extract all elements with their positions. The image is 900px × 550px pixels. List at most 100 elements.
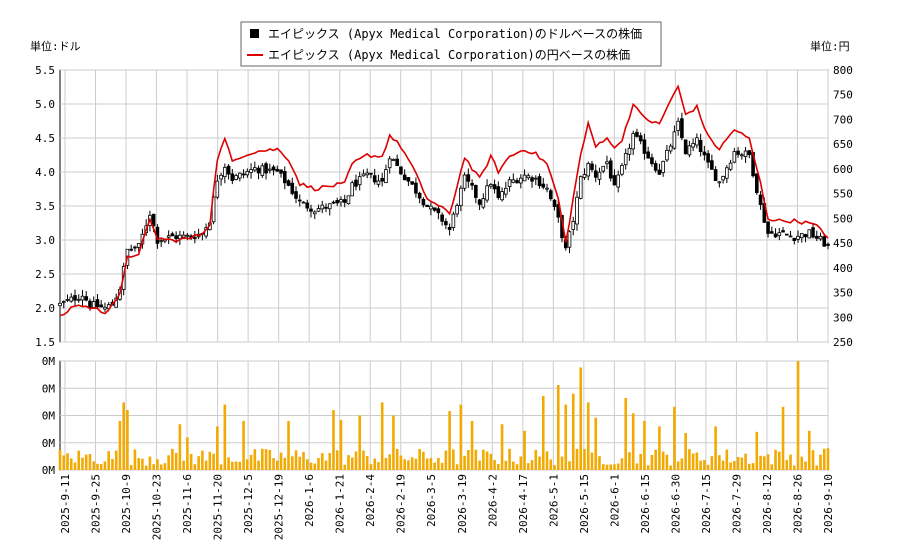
candle-body: [732, 151, 737, 163]
volume-bar: [706, 464, 710, 470]
volume-bar: [148, 456, 152, 470]
volume-bar: [504, 460, 508, 470]
candle-body: [440, 214, 444, 222]
candle-body: [687, 145, 692, 156]
volume-bar: [212, 453, 215, 470]
left-axis-ticks: 1.5 2.0 2.5 3.0 3.5 4.0 4.5 5.0 5.5: [35, 64, 55, 349]
volume-bar: [171, 448, 174, 470]
candle-body: [725, 167, 729, 179]
right-axis-ticks: 250 300 350 400 450 500 550 600 650 700 750 800: [833, 64, 853, 349]
volume-bar: [380, 402, 384, 470]
x-tick-label: 2026-4-2: [486, 474, 499, 527]
candle-body: [616, 174, 621, 188]
volume-bar: [84, 454, 88, 470]
volume-bar: [114, 450, 118, 470]
legend-jpy-label: エイピックス (Apyx Medical Corporation)の円ベースの株…: [268, 47, 630, 62]
x-tick-label: 2026-1-6: [303, 474, 316, 527]
volume-bar: [167, 455, 170, 470]
volume-bar: [362, 450, 365, 470]
volume-bar: [590, 452, 594, 470]
candle-body: [391, 159, 396, 161]
volume-bar: [665, 454, 669, 470]
x-tick-label: 2025-11-6: [181, 474, 194, 534]
candle-body: [777, 232, 782, 237]
candle-body: [781, 230, 785, 233]
volume-bar: [500, 424, 504, 470]
candle-body: [477, 199, 482, 205]
candle-body: [620, 165, 624, 175]
volume-bar: [425, 458, 429, 470]
volume-bars: [58, 361, 830, 470]
volume-bar: [234, 461, 238, 470]
volume-bar: [88, 453, 92, 470]
candle-body: [612, 175, 617, 186]
candle-body: [530, 177, 534, 182]
volume-bar: [354, 451, 358, 470]
candle-body: [691, 143, 695, 148]
x-tick-label: 2025-12-19: [273, 474, 286, 540]
volume-bar: [433, 462, 436, 470]
volume-bar: [811, 450, 815, 470]
candle-body: [354, 179, 358, 187]
volume-bar: [493, 459, 496, 470]
volume-bar: [317, 458, 320, 470]
volume-bar: [81, 457, 84, 470]
volume-bar: [369, 464, 373, 470]
volume-bar: [714, 426, 717, 470]
candle-body: [297, 199, 302, 202]
volume-bar: [508, 448, 511, 470]
candle-body: [481, 198, 486, 208]
candle-body: [676, 120, 680, 131]
candle-body: [421, 198, 426, 206]
candle-body: [380, 177, 384, 182]
candle-body: [301, 201, 306, 204]
left-tick-label: 4.0: [35, 166, 55, 179]
candle-body: [429, 205, 433, 210]
right-axis-unit: 単位:円: [810, 39, 850, 53]
x-tick-label: 2026-8-26: [791, 474, 804, 534]
volume-bar: [99, 464, 103, 470]
candle-body: [519, 177, 523, 184]
volume-bar: [519, 456, 523, 470]
volume-bar: [186, 437, 189, 470]
volume-bar: [635, 463, 639, 470]
volume-bar: [107, 451, 111, 470]
volume-tick-label: 0M: [42, 464, 56, 477]
volume-bar: [688, 449, 691, 470]
volume-bar: [556, 384, 560, 470]
volume-bar: [197, 456, 200, 470]
volume-bar: [751, 463, 755, 470]
candle-body: [796, 235, 800, 240]
volume-bar: [534, 449, 538, 470]
candle-body: [799, 233, 804, 239]
candle-body: [241, 173, 246, 176]
candle-body: [91, 301, 96, 308]
right-tick-label: 750: [833, 89, 853, 102]
volume-bar: [249, 454, 253, 470]
x-tick-label: 2025-10-9: [120, 474, 133, 534]
candle-body: [234, 175, 238, 180]
right-tick-label: 500: [833, 212, 853, 225]
candle-body: [784, 233, 789, 236]
volume-bar: [455, 464, 459, 470]
volume-bar: [103, 461, 107, 470]
volume-bar: [448, 411, 451, 470]
candle-body: [249, 169, 253, 173]
volume-bar: [339, 419, 343, 470]
volume-bar: [437, 457, 440, 470]
volume-bar: [703, 460, 706, 470]
candle-body: [245, 170, 250, 176]
candle-body: [462, 174, 467, 189]
candle-body: [623, 153, 628, 166]
volume-bar: [388, 454, 391, 470]
volume-panel: 0M 0M 0M 0M 0M: [42, 355, 830, 477]
candle-body: [522, 174, 527, 182]
candle-body: [223, 167, 227, 178]
volume-bar: [796, 361, 800, 470]
candle-body: [747, 150, 752, 156]
x-tick-label: 2026-3-19: [456, 474, 469, 534]
volume-bar: [804, 461, 807, 470]
left-tick-label: 4.5: [35, 132, 55, 145]
volume-bar: [268, 449, 272, 470]
